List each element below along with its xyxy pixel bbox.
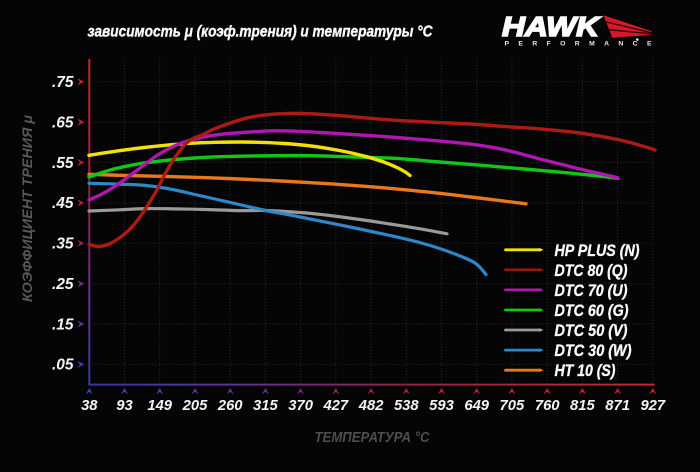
svg-text:760: 760 <box>535 398 560 414</box>
svg-text:.65: .65 <box>52 114 74 131</box>
svg-text:815: 815 <box>570 398 595 414</box>
svg-text:.75: .75 <box>52 74 74 91</box>
svg-text:38: 38 <box>81 398 98 414</box>
svg-text:927: 927 <box>640 398 665 414</box>
svg-text:.05: .05 <box>52 357 74 374</box>
svg-text:DTC 60 (G): DTC 60 (G) <box>555 302 629 320</box>
svg-text:593: 593 <box>429 398 454 414</box>
svg-text:93: 93 <box>116 398 133 414</box>
svg-text:315: 315 <box>253 398 278 414</box>
svg-text:ТЕМПЕРАТУРА °C: ТЕМПЕРАТУРА °C <box>315 430 430 446</box>
svg-text:427: 427 <box>322 398 348 414</box>
svg-text:зависимость μ (коэф.трения) и: зависимость μ (коэф.трения) и температур… <box>88 24 433 41</box>
svg-text:260: 260 <box>217 398 243 414</box>
svg-text:538: 538 <box>394 398 419 414</box>
svg-text:.25: .25 <box>52 276 74 293</box>
svg-text:149: 149 <box>147 398 172 414</box>
svg-text:.45: .45 <box>52 195 74 212</box>
svg-text:DTC 30 (W): DTC 30 (W) <box>555 342 632 360</box>
svg-text:649: 649 <box>464 398 489 414</box>
svg-text:DTC 80 (Q): DTC 80 (Q) <box>555 262 628 280</box>
svg-text:871: 871 <box>605 398 630 414</box>
svg-text:705: 705 <box>500 398 525 414</box>
svg-text:DTC 50 (V): DTC 50 (V) <box>555 322 628 340</box>
svg-text:КОЭФФИЦИЕНТ ТРЕНИЯ μ: КОЭФФИЦИЕНТ ТРЕНИЯ μ <box>20 115 35 302</box>
svg-text:HT 10 (S): HT 10 (S) <box>555 362 616 380</box>
svg-text:HP PLUS (N): HP PLUS (N) <box>555 242 640 260</box>
svg-text:.15: .15 <box>52 316 74 333</box>
svg-text:.35: .35 <box>52 236 74 253</box>
svg-text:370: 370 <box>288 398 313 414</box>
svg-text:482: 482 <box>358 398 384 414</box>
svg-text:DTC 70 (U): DTC 70 (U) <box>555 282 628 300</box>
svg-text:PERFORMANCE: PERFORMANCE <box>505 40 652 47</box>
svg-text:205: 205 <box>182 398 208 414</box>
svg-text:HAWK: HAWK <box>502 11 601 42</box>
svg-text:.55: .55 <box>52 155 74 172</box>
